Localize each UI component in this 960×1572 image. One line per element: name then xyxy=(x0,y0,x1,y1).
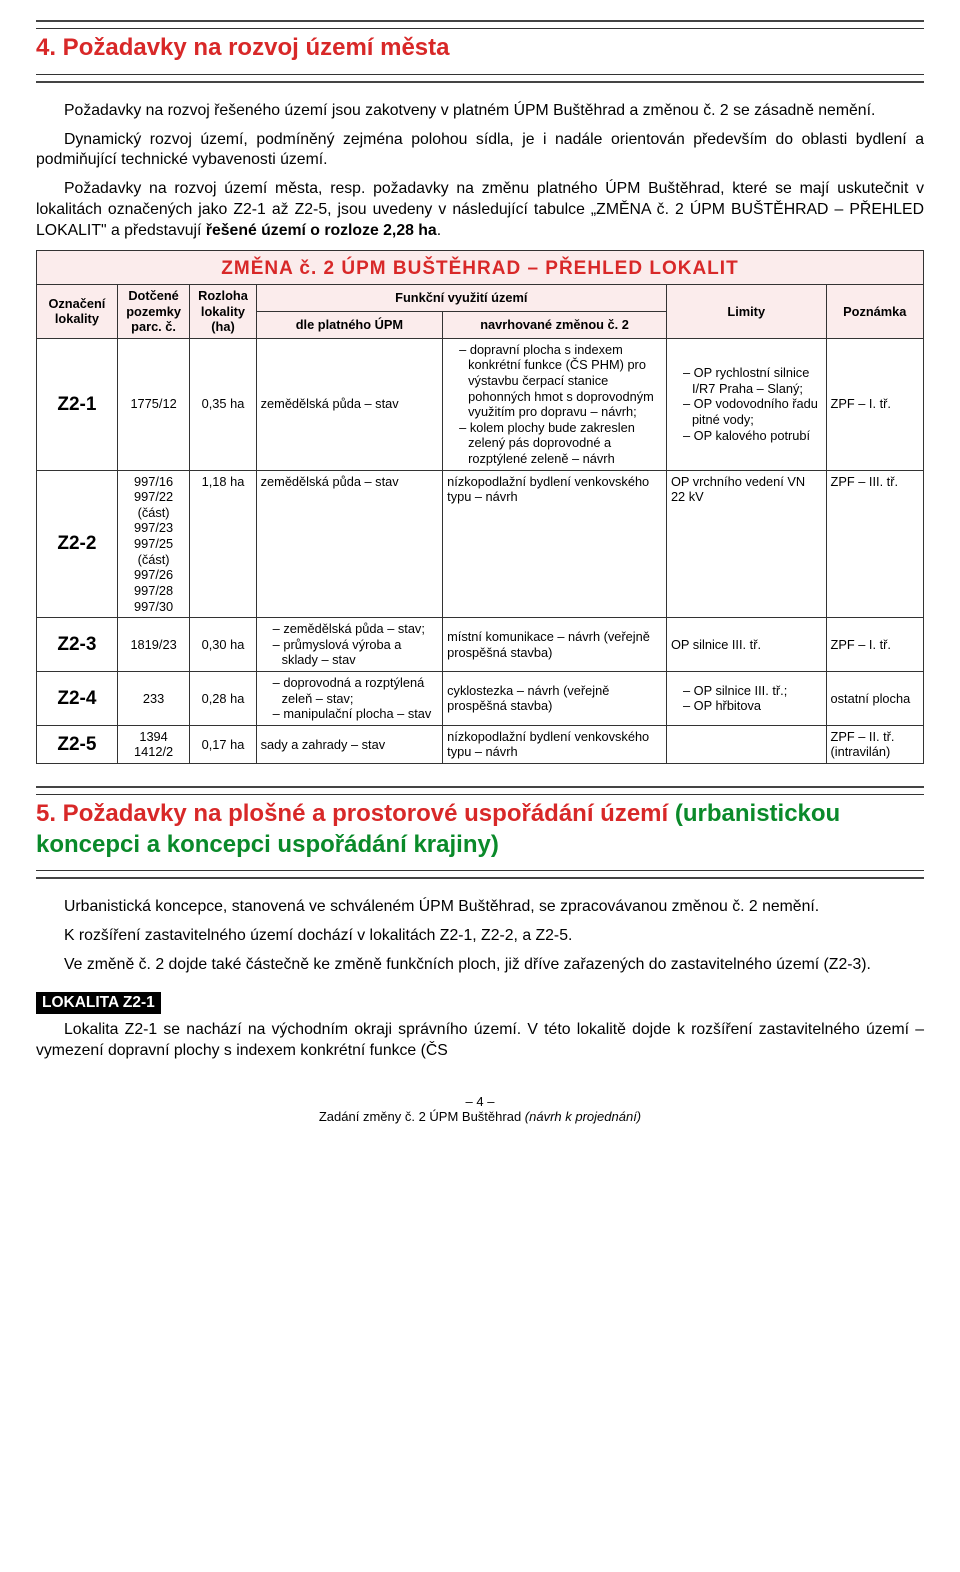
lim-item: OP kalového potrubí xyxy=(683,428,822,444)
cell-parc: 1394 1412/2 xyxy=(117,725,190,763)
cell-parc: 997/16 997/22 (část) 997/23 997/25 (část… xyxy=(117,470,190,617)
lim-item: OP hřbitova xyxy=(683,698,822,714)
cell-nav: cyklostezka – návrh (veřejně prospěšná s… xyxy=(443,671,667,725)
th-nav: navrhované změnou č. 2 xyxy=(443,311,667,338)
lokalita-text: Lokalita Z2-1 se nachází na východním ok… xyxy=(36,1020,924,1062)
row-label: Z2-1 xyxy=(37,338,118,470)
upm-item: průmyslová výroba a sklady – stav xyxy=(273,637,439,668)
cell-area: 1,18 ha xyxy=(190,470,256,617)
th-pozemky: Dotčené pozemky parc. č. xyxy=(117,284,190,338)
table-row: Z2-2 997/16 997/22 (část) 997/23 997/25 … xyxy=(37,470,924,617)
table-title: ZMĚNA č. 2 ÚPM BUŠTĚHRAD – PŘEHLED LOKAL… xyxy=(37,251,923,284)
table-row: Z2-5 1394 1412/2 0,17 ha sady a zahrady … xyxy=(37,725,924,763)
row-label: Z2-3 xyxy=(37,618,118,672)
cell-note: ZPF – II. tř. (intravilán) xyxy=(826,725,924,763)
footer-doc-line: Zadání změny č. 2 ÚPM Buštěhrad (návrh k… xyxy=(36,1109,924,1124)
cell-lim: OP vrchního vedení VN 22 kV xyxy=(666,470,826,617)
cell-area: 0,17 ha xyxy=(190,725,256,763)
para3-part-a: Požadavky na rozvoj území města, resp. p… xyxy=(36,180,924,239)
th-upm: dle platného ÚPM xyxy=(256,311,443,338)
cell-parc: 1775/12 xyxy=(117,338,190,470)
table-row: Z2-3 1819/23 0,30 ha zemědělská půda – s… xyxy=(37,618,924,672)
cell-lim xyxy=(666,725,826,763)
cell-lim: OP rychlostní silnice I/R7 Praha – Slaný… xyxy=(666,338,826,470)
rule xyxy=(36,28,924,29)
cell-parc: 233 xyxy=(117,671,190,725)
lokalita-label: LOKALITA Z2-1 xyxy=(36,992,161,1014)
cell-nav: nízkopodlažní bydlení venkovského typu –… xyxy=(443,725,667,763)
cell-area: 0,35 ha xyxy=(190,338,256,470)
cell-upm: zemědělská půda – stav xyxy=(256,470,443,617)
page-number: – 4 – xyxy=(36,1094,924,1109)
footer-doc: Zadání změny č. 2 ÚPM Buštěhrad xyxy=(319,1109,525,1124)
cell-area: 0,28 ha xyxy=(190,671,256,725)
cell-parc: 1819/23 xyxy=(117,618,190,672)
cell-upm: sady a zahrady – stav xyxy=(256,725,443,763)
section-4-para-1: Požadavky na rozvoj řešeného území jsou … xyxy=(36,101,924,122)
lim-item: OP silnice III. tř.; xyxy=(683,683,822,699)
upm-item: doprovodná a rozptýlená zeleň – stav; xyxy=(273,675,439,706)
rule xyxy=(36,794,924,795)
cell-lim: OP silnice III. tř.; OP hřbitova xyxy=(666,671,826,725)
section-5-para-2: K rozšíření zastavitelného území dochází… xyxy=(36,926,924,947)
row-label: Z2-4 xyxy=(37,671,118,725)
cell-nav: nízkopodlažní bydlení venkovského typu –… xyxy=(443,470,667,617)
para3-bold: řešené území o rozloze 2,28 ha xyxy=(206,222,437,239)
table-row: Z2-4 233 0,28 ha doprovodná a rozptýlená… xyxy=(37,671,924,725)
footer-doc-ital: (návrh k projednání) xyxy=(525,1109,641,1124)
cell-upm: zemědělská půda – stav; průmyslová výrob… xyxy=(256,618,443,672)
rule xyxy=(36,786,924,788)
section-5-para-1: Urbanistická koncepce, stanovená ve schv… xyxy=(36,897,924,918)
lokalita-label-wrap: LOKALITA Z2-1 xyxy=(36,992,924,1014)
section-5-para-3: Ve změně č. 2 dojde také částečně ke změ… xyxy=(36,955,924,976)
cell-area: 0,30 ha xyxy=(190,618,256,672)
cell-upm: zemědělská půda – stav xyxy=(256,338,443,470)
nav-item: dopravní plocha s indexem konkrétní funk… xyxy=(459,342,662,420)
lokalit-table: ZMĚNA č. 2 ÚPM BUŠTĚHRAD – PŘEHLED LOKAL… xyxy=(36,250,924,764)
cell-nav: dopravní plocha s indexem konkrétní funk… xyxy=(443,338,667,470)
th-oznaceni: Označení lokality xyxy=(37,284,118,338)
rule xyxy=(36,74,924,75)
lim-item: OP rychlostní silnice I/R7 Praha – Slaný… xyxy=(683,365,822,396)
cell-note: ZPF – I. tř. xyxy=(826,338,924,470)
cell-lim: OP silnice III. tř. xyxy=(666,618,826,672)
cell-note: ZPF – III. tř. xyxy=(826,470,924,617)
th-rozloha: Rozloha lokality (ha) xyxy=(190,284,256,338)
page-footer: – 4 – Zadání změny č. 2 ÚPM Buštěhrad (n… xyxy=(36,1094,924,1124)
section-4-para-3: Požadavky na rozvoj území města, resp. p… xyxy=(36,179,924,242)
row-label: Z2-2 xyxy=(37,470,118,617)
row-label: Z2-5 xyxy=(37,725,118,763)
upm-item: zemědělská půda – stav; xyxy=(273,621,439,637)
section-5-title-red: 5. Požadavky na plošné a prostorové uspo… xyxy=(36,800,675,827)
para3-part-b: . xyxy=(437,222,441,239)
cell-note: ostatní plocha xyxy=(826,671,924,725)
th-limity: Limity xyxy=(666,284,826,338)
nav-item: kolem plochy bude zakreslen zelený pás d… xyxy=(459,420,662,467)
page-container: 4. Požadavky na rozvoj území města Požad… xyxy=(0,0,960,1164)
lim-item: OP vodovodního řadu pitné vody; xyxy=(683,396,822,427)
th-funkcni: Funkční využití území xyxy=(256,284,666,311)
section-4-para-2: Dynamický rozvoj území, podmíněný zejmén… xyxy=(36,130,924,172)
cell-upm: doprovodná a rozptýlená zeleň – stav; ma… xyxy=(256,671,443,725)
cell-nav: místní komunikace – návrh (veřejně prosp… xyxy=(443,618,667,672)
rule xyxy=(36,20,924,22)
table-row: Z2-1 1775/12 0,35 ha zemědělská půda – s… xyxy=(37,338,924,470)
th-poznamka: Poznámka xyxy=(826,284,924,338)
upm-item: manipulační plocha – stav xyxy=(273,706,439,722)
section-4-title: 4. Požadavky na rozvoj území města xyxy=(36,33,924,64)
section-5-title: 5. Požadavky na plošné a prostorové uspo… xyxy=(36,799,924,860)
cell-note: ZPF – I. tř. xyxy=(826,618,924,672)
rule xyxy=(36,870,924,871)
